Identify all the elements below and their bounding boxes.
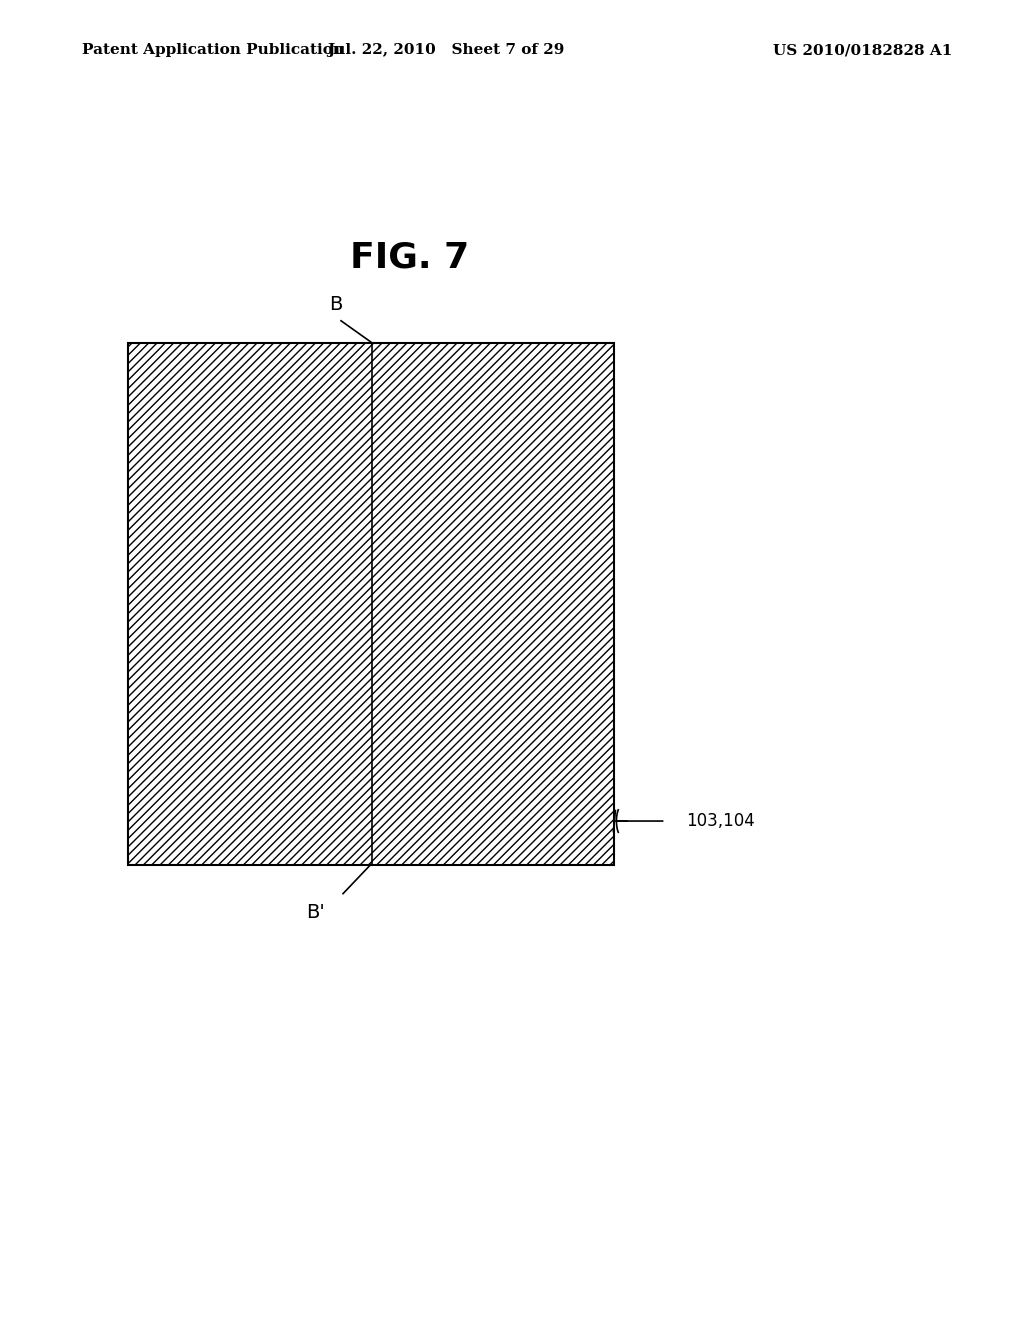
Text: FIG. 7: FIG. 7 — [350, 240, 469, 275]
Text: B': B' — [306, 903, 325, 921]
Text: 103,104: 103,104 — [686, 812, 755, 830]
Text: Patent Application Publication: Patent Application Publication — [82, 44, 344, 57]
Bar — [128, 343, 372, 865]
Text: B: B — [329, 296, 343, 314]
Bar — [372, 343, 614, 865]
Text: Jul. 22, 2010   Sheet 7 of 29: Jul. 22, 2010 Sheet 7 of 29 — [327, 44, 564, 57]
Text: US 2010/0182828 A1: US 2010/0182828 A1 — [773, 44, 952, 57]
Bar — [128, 343, 614, 865]
